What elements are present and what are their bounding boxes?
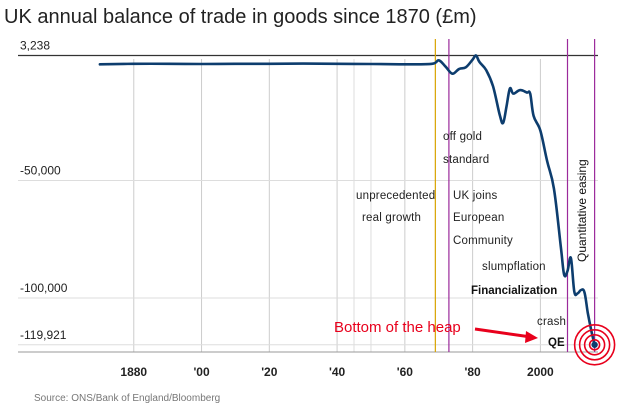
target-center <box>591 341 598 348</box>
target-ring-0 <box>573 323 616 366</box>
annotation-unprecedented: unprecedented <box>356 190 435 202</box>
annotation-community: Community <box>453 235 513 247</box>
x-tick-label-2: '20 <box>261 365 278 379</box>
x-tick-label-6: 2000 <box>527 365 554 379</box>
annotation-crash: crash <box>537 316 566 328</box>
event-vertical-lines <box>434 39 596 352</box>
y-tick-label-0: 3,238 <box>20 38 50 52</box>
target-ring-3 <box>588 338 601 351</box>
target-ring-2 <box>583 333 606 356</box>
annotation-real-growth: real growth <box>362 212 421 224</box>
annotation-quantitative-easing: Quantitative easing <box>575 159 589 262</box>
bottom-target-rings <box>573 323 616 366</box>
annotation-uk-joins: UK joins <box>453 190 497 202</box>
annotation-financialization: Financialization <box>471 285 557 297</box>
y-tick-label-3: -119,921 <box>20 328 67 342</box>
annotation-european: European <box>453 212 504 224</box>
x-tick-label-1: '00 <box>193 365 210 379</box>
annotation-slumpflation: slumpflation <box>482 261 546 273</box>
annotation-bottom-of-heap: Bottom of the heap <box>334 319 461 336</box>
chart-title: UK annual balance of trade in goods sinc… <box>4 6 477 28</box>
x-tick-label-4: '60 <box>397 365 414 379</box>
target-ring-1 <box>578 328 611 361</box>
x-axis-ticks: 1880 '00 '20 '40 '60 '80 2000 <box>120 365 554 379</box>
annotation-standard: standard <box>443 154 489 166</box>
source-note: Source: ONS/Bank of England/Bloomberg <box>34 393 221 404</box>
trade-balance-line <box>98 54 596 347</box>
y-tick-label-2: -100,000 <box>20 281 68 295</box>
y-axis-ticks: 3,238 -50,000 -100,000 -119,921 <box>20 38 68 341</box>
x-tick-label-0: 1880 <box>120 365 147 379</box>
grid-lines <box>18 54 598 353</box>
x-tick-label-5: '80 <box>465 365 482 379</box>
x-tick-label-3: '40 <box>329 365 346 379</box>
annotation-qe: QE <box>548 337 565 349</box>
annotation-off-gold: off gold <box>443 131 482 143</box>
y-tick-label-1: -50,000 <box>20 164 61 178</box>
bottom-arrow <box>474 327 538 343</box>
